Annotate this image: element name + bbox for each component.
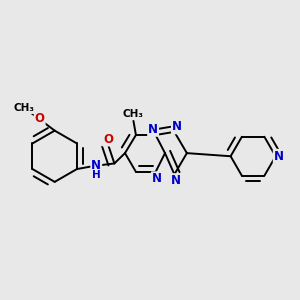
Text: N: N <box>91 159 101 172</box>
Text: O: O <box>103 133 113 146</box>
Text: N: N <box>172 120 182 134</box>
Text: H: H <box>92 170 100 180</box>
Text: N: N <box>274 150 284 163</box>
Text: CH₃: CH₃ <box>14 103 34 113</box>
Text: N: N <box>148 123 158 136</box>
Text: N: N <box>171 174 181 187</box>
Text: O: O <box>35 112 45 125</box>
Text: CH₃: CH₃ <box>123 109 144 119</box>
Text: N: N <box>152 172 162 185</box>
